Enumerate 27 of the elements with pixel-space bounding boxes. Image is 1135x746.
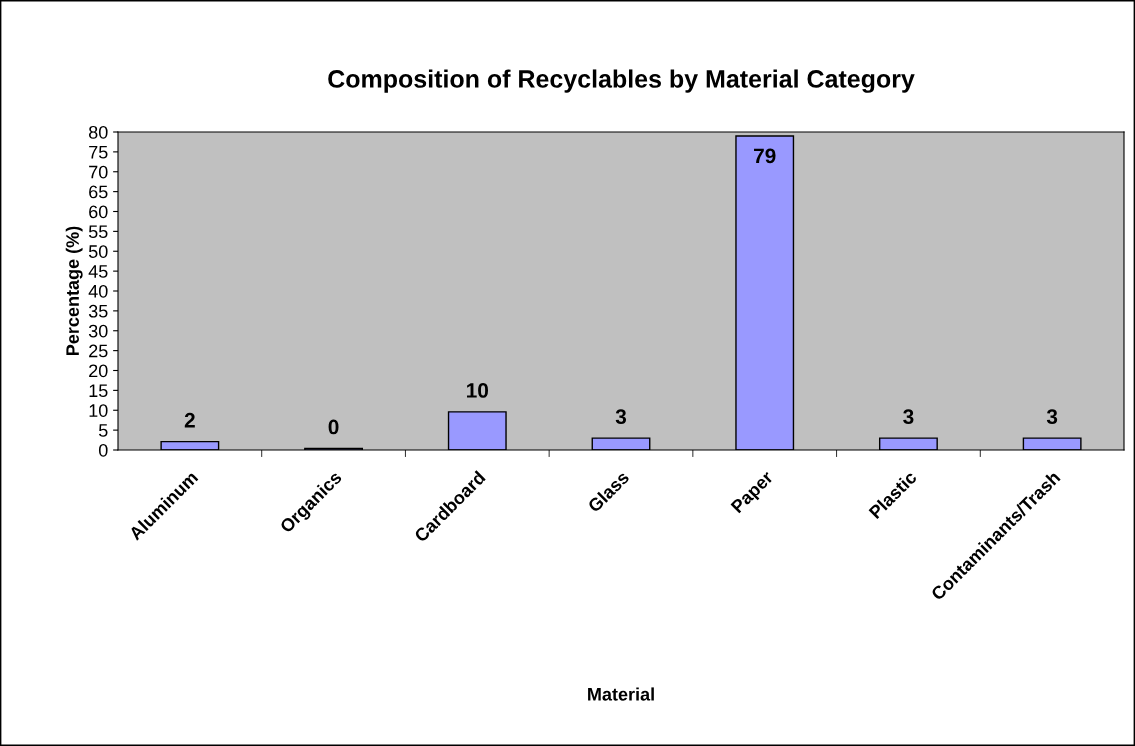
y-tick-label: 25 — [89, 344, 108, 358]
data-label: 10 — [467, 383, 489, 398]
x-axis-title: Material — [588, 687, 654, 701]
y-tick-label: 0 — [98, 443, 108, 457]
y-tick-label: 65 — [89, 185, 108, 199]
data-label: 3 — [615, 409, 627, 425]
y-tick-label: 45 — [88, 265, 108, 278]
y-tick-label: 5 — [98, 424, 108, 437]
y-tick-label: 70 — [89, 165, 108, 179]
data-label: 2 — [184, 412, 195, 428]
y-axis-title: Percentage (%) — [65, 226, 83, 356]
y-tick-label: 55 — [88, 225, 108, 239]
y-tick-label: 80 — [88, 125, 108, 139]
y-tick-label: 30 — [88, 324, 108, 338]
y-tick-label: 75 — [89, 146, 108, 159]
y-tick-label: 60 — [89, 205, 108, 219]
data-label: 3 — [1046, 409, 1058, 425]
data-label: 79 — [754, 148, 776, 164]
data-label: 3 — [903, 409, 914, 425]
chart-title: Composition of Recyclables by Material Category — [328, 69, 915, 93]
y-tick-label: 15 — [89, 384, 108, 398]
y-tick-label: 10 — [89, 404, 108, 417]
data-label: 0 — [328, 419, 339, 435]
y-tick-label: 40 — [88, 284, 108, 298]
y-tick-label: 35 — [88, 304, 108, 318]
y-tick-label: 20 — [89, 364, 108, 378]
y-tick-label: 50 — [88, 245, 108, 258]
